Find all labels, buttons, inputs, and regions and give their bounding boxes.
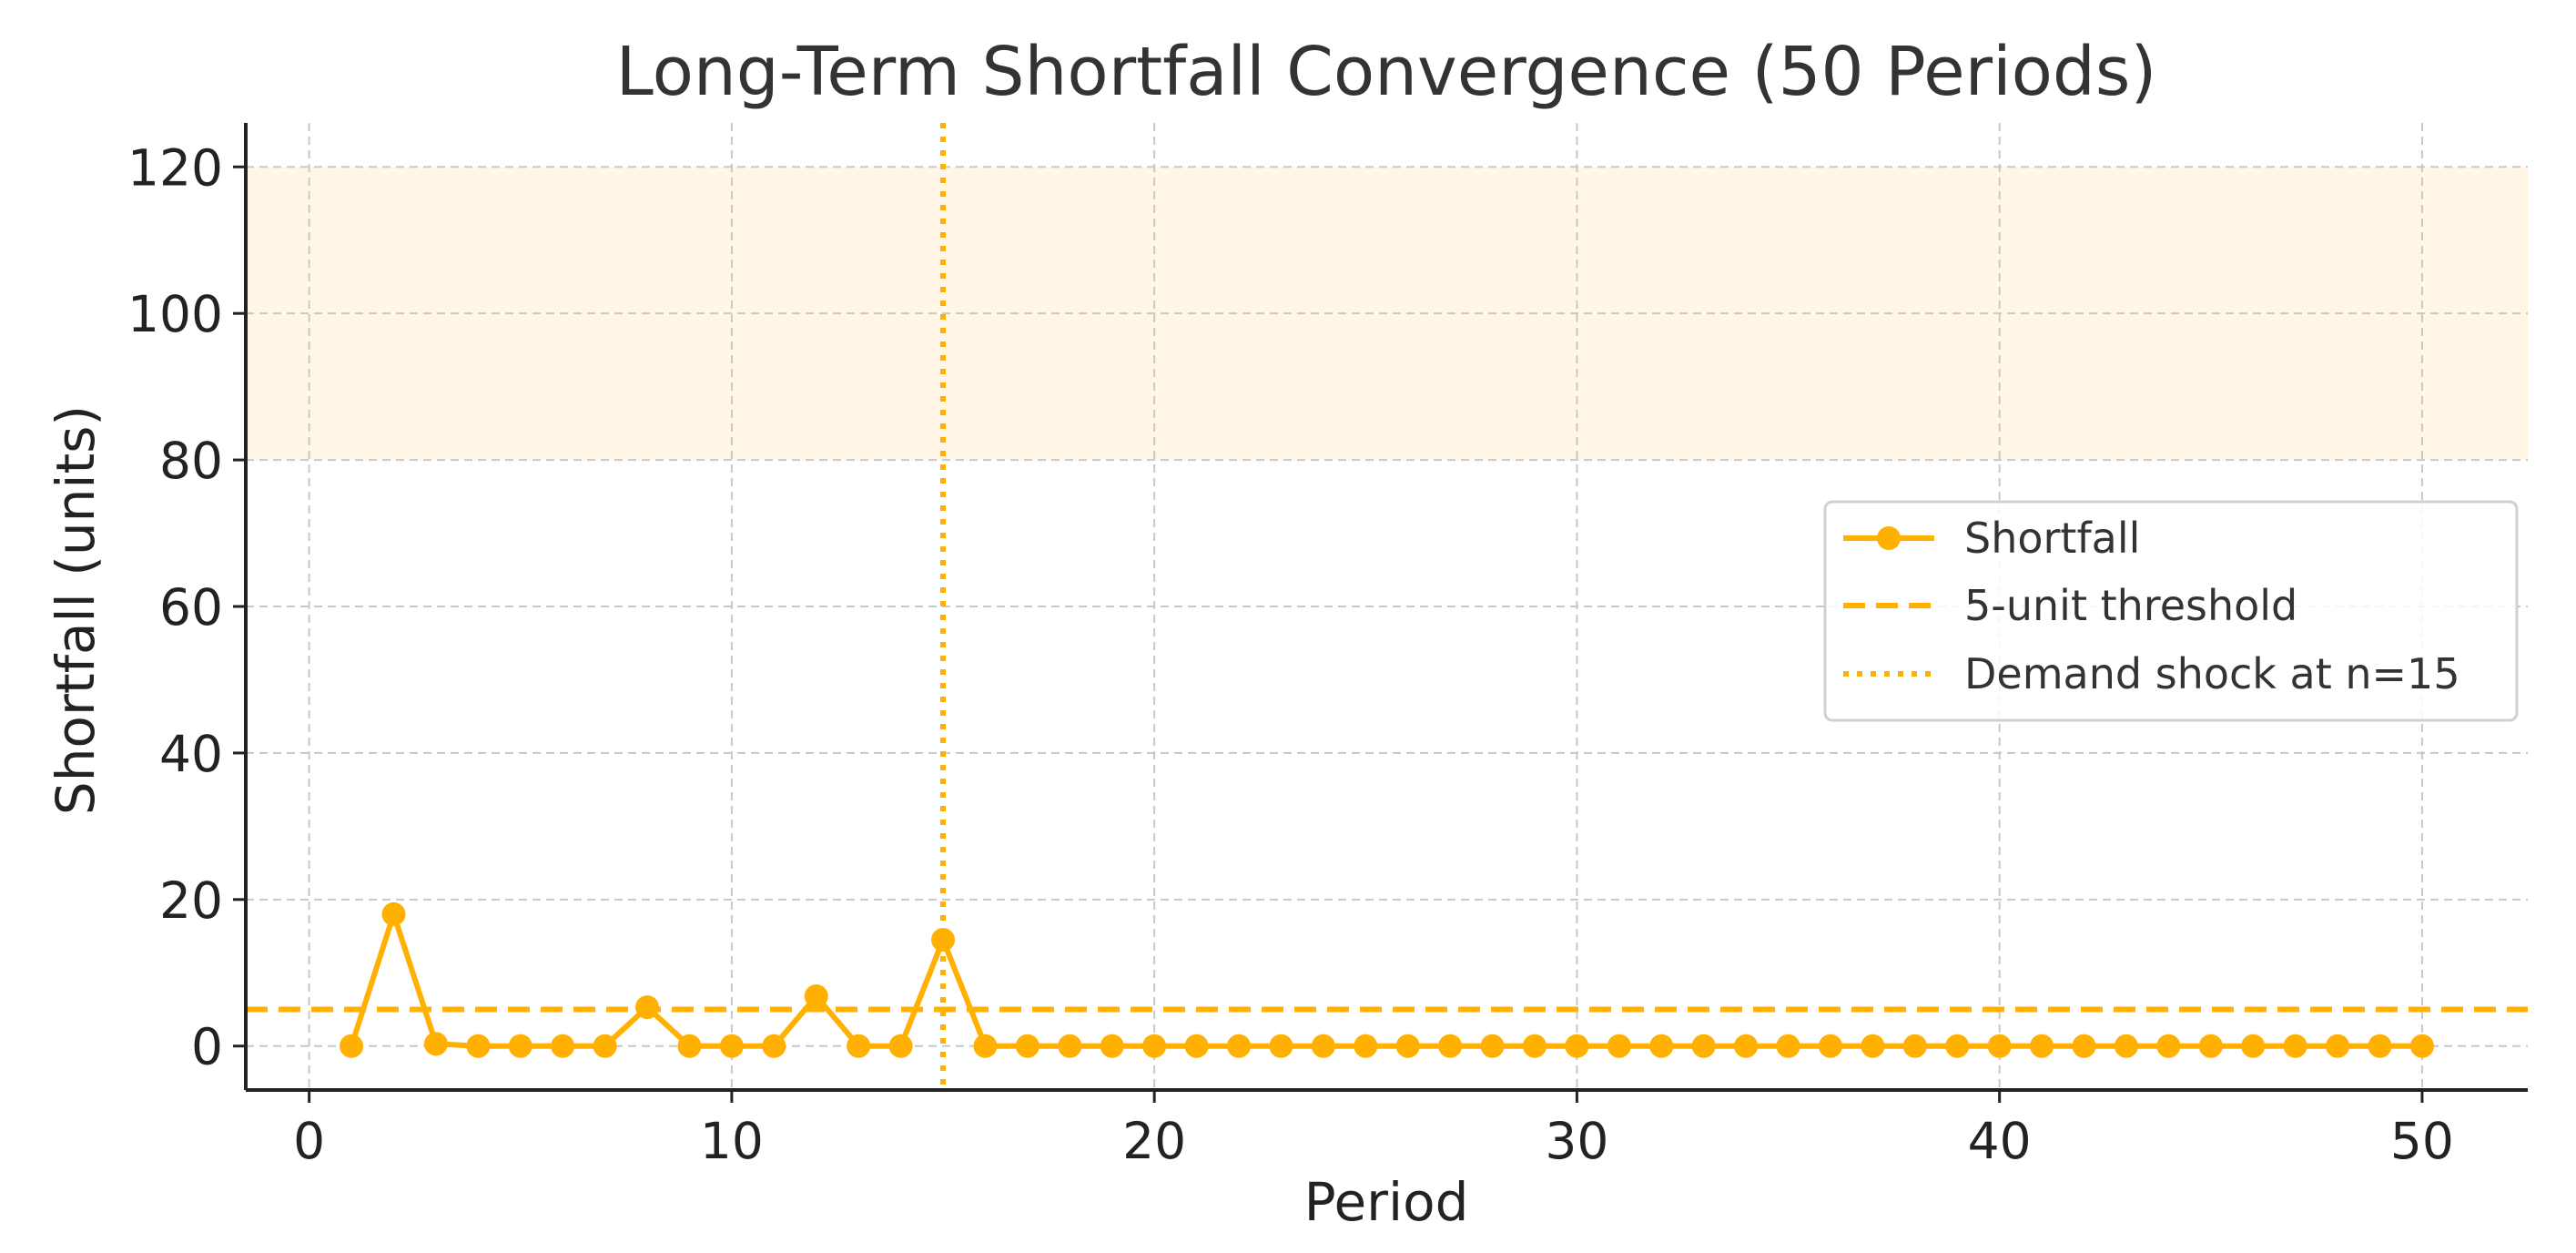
data-point-5 bbox=[508, 1034, 532, 1058]
data-point-44 bbox=[2156, 1034, 2181, 1058]
series-layer bbox=[340, 902, 2434, 1058]
data-point-7 bbox=[593, 1034, 617, 1058]
legend-label-shock: Demand shock at n=15 bbox=[1964, 649, 2460, 698]
data-point-25 bbox=[1354, 1034, 1378, 1058]
data-point-37 bbox=[1861, 1034, 1885, 1058]
data-point-13 bbox=[847, 1034, 871, 1058]
y-tick-label-120: 120 bbox=[127, 138, 223, 197]
data-point-22 bbox=[1227, 1034, 1252, 1058]
data-point-1 bbox=[340, 1034, 364, 1058]
data-point-21 bbox=[1184, 1034, 1209, 1058]
x-tick-label-50: 50 bbox=[2390, 1112, 2454, 1170]
legend-label-threshold: 5-unit threshold bbox=[1964, 581, 2297, 630]
data-point-23 bbox=[1269, 1034, 1293, 1058]
y-tick-label-40: 40 bbox=[159, 725, 223, 783]
data-point-9 bbox=[677, 1034, 702, 1058]
data-point-40 bbox=[1987, 1034, 2012, 1058]
data-point-19 bbox=[1100, 1034, 1124, 1058]
data-point-16 bbox=[973, 1034, 998, 1058]
data-point-35 bbox=[1776, 1034, 1800, 1058]
data-point-41 bbox=[2030, 1034, 2054, 1058]
y-tick-label-100: 100 bbox=[127, 285, 223, 343]
data-point-38 bbox=[1902, 1034, 1927, 1058]
data-point-8 bbox=[635, 995, 660, 1020]
data-point-43 bbox=[2114, 1034, 2138, 1058]
y-tick-label-80: 80 bbox=[159, 432, 223, 490]
data-point-46 bbox=[2241, 1034, 2266, 1058]
y-tick-label-0: 0 bbox=[191, 1018, 223, 1076]
y-tick-label-60: 60 bbox=[159, 578, 223, 637]
data-point-18 bbox=[1058, 1034, 1082, 1058]
data-point-24 bbox=[1311, 1034, 1335, 1058]
y-tick-label-20: 20 bbox=[159, 871, 223, 930]
data-point-10 bbox=[719, 1034, 744, 1058]
x-axis-label: Period bbox=[1304, 1171, 1469, 1233]
data-point-14 bbox=[888, 1034, 913, 1058]
tick-labels: 0 10 20 30 40 50 0 20 40 60 80 100 120 bbox=[127, 138, 2454, 1170]
data-point-4 bbox=[466, 1034, 491, 1058]
data-point-48 bbox=[2326, 1034, 2350, 1058]
data-point-47 bbox=[2283, 1034, 2307, 1058]
legend: Shortfall 5-unit threshold Demand shock … bbox=[1823, 500, 2519, 722]
x-tick-label-30: 30 bbox=[1545, 1112, 1608, 1170]
data-point-39 bbox=[1945, 1034, 1970, 1058]
data-point-28 bbox=[1480, 1034, 1505, 1058]
data-point-42 bbox=[2072, 1034, 2096, 1058]
data-point-2 bbox=[381, 902, 406, 926]
y-axis-label: Shortfall (units) bbox=[45, 405, 106, 815]
legend-frame bbox=[1823, 500, 2519, 722]
data-point-11 bbox=[762, 1034, 786, 1058]
data-point-27 bbox=[1438, 1034, 1463, 1058]
data-point-49 bbox=[2368, 1034, 2392, 1058]
data-point-34 bbox=[1734, 1034, 1759, 1058]
chart-title: Long-Term Shortfall Convergence (50 Peri… bbox=[616, 33, 2157, 111]
data-point-31 bbox=[1607, 1034, 1631, 1058]
x-tick-label-20: 20 bbox=[1122, 1112, 1186, 1170]
data-point-45 bbox=[2198, 1034, 2223, 1058]
data-point-15 bbox=[931, 928, 956, 952]
legend-marker-shortfall bbox=[1877, 526, 1901, 550]
data-point-17 bbox=[1015, 1034, 1040, 1058]
data-point-12 bbox=[804, 984, 828, 1009]
data-point-33 bbox=[1691, 1034, 1716, 1058]
data-point-20 bbox=[1142, 1034, 1167, 1058]
x-tick-label-10: 10 bbox=[700, 1112, 764, 1170]
data-point-3 bbox=[423, 1032, 448, 1056]
data-point-6 bbox=[551, 1034, 575, 1058]
data-point-50 bbox=[2409, 1034, 2434, 1058]
data-point-36 bbox=[1818, 1034, 1842, 1058]
x-tick-label-0: 0 bbox=[293, 1112, 325, 1170]
x-tick-label-40: 40 bbox=[1968, 1112, 2032, 1170]
data-point-30 bbox=[1565, 1034, 1589, 1058]
data-point-26 bbox=[1395, 1034, 1420, 1058]
legend-label-shortfall: Shortfall bbox=[1964, 514, 2140, 563]
data-point-32 bbox=[1649, 1034, 1674, 1058]
data-point-29 bbox=[1522, 1034, 1547, 1058]
